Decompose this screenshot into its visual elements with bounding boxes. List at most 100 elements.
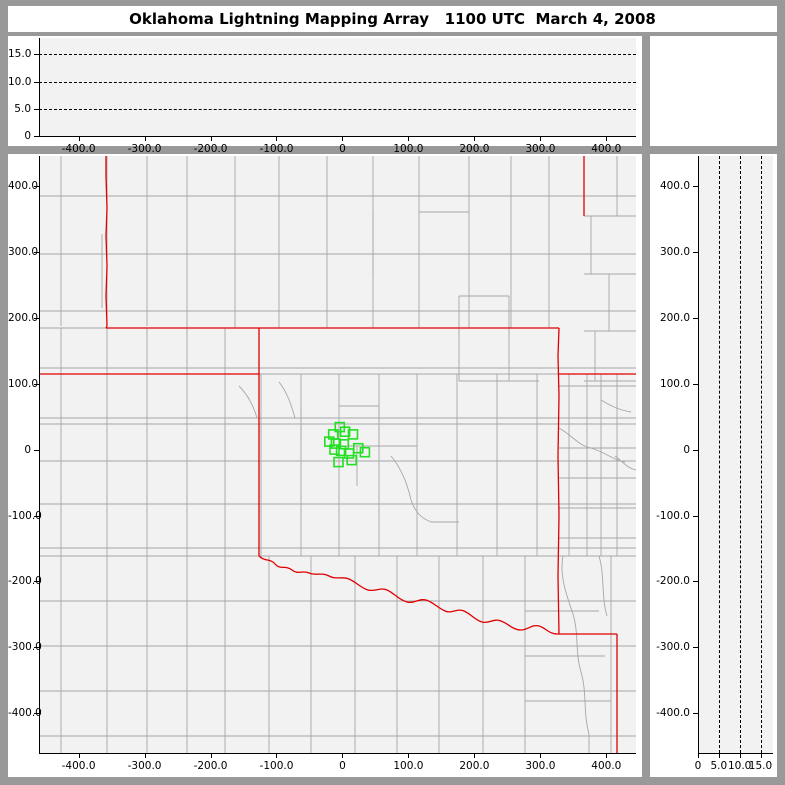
right-y-axis (698, 156, 699, 753)
top-ytick-label-2: 10.0 (8, 75, 32, 88)
top-plot-area[interactable] (39, 38, 636, 136)
right-ytick-label-8: 400.0 (659, 179, 690, 192)
top-right-plot-area[interactable] (654, 38, 773, 142)
right-ytick-label-2: -200.0 (656, 575, 690, 588)
map-y-axis (39, 156, 40, 753)
gridline-v-1 (739, 156, 741, 753)
right-ytick-1 (693, 647, 698, 649)
top-ytick-3 (34, 54, 39, 56)
map-xtick-3 (276, 753, 278, 758)
gridline-v-2 (760, 156, 762, 753)
map-xtick-8 (606, 753, 608, 758)
right-xtick-2 (739, 753, 741, 758)
top-ytick-2 (34, 81, 39, 83)
map-ytick-label-8: 400.0 (8, 179, 39, 192)
right-ytick-0 (693, 713, 698, 715)
top-xtick-label-0: -400.0 (61, 143, 96, 155)
map-xtick-label-1: -300.0 (127, 760, 162, 772)
map-xtick-6 (474, 753, 476, 758)
map-ytick-4 (34, 449, 39, 451)
gridline-h-0 (39, 108, 636, 110)
map-xtick-label-4: 0 (339, 760, 346, 772)
top-xtick-label-8: 400.0 (591, 143, 622, 155)
map-xtick-2 (210, 753, 212, 758)
county-boundaries (39, 156, 636, 753)
right-ytick-label-7: 300.0 (659, 245, 690, 258)
top-xtick-5 (408, 136, 410, 141)
panel-top-right-empty (650, 36, 777, 146)
lightning-source-marker (346, 454, 358, 466)
map-xtick-label-7: 300.0 (525, 760, 556, 772)
right-ytick-6 (693, 317, 698, 319)
right-ytick-label-6: 200.0 (659, 311, 690, 324)
title-bar: Oklahoma Lightning Mapping Array 1100 UT… (8, 6, 777, 32)
gridline-h-1 (39, 81, 636, 83)
top-xtick-3 (276, 136, 278, 141)
map-ytick-label-7: 300.0 (8, 245, 39, 258)
top-ytick-label-1: 5.0 (14, 102, 31, 115)
top-xtick-label-7: 300.0 (525, 143, 556, 155)
panel-altitude-vs-east: 0 5.0 10.0 15.0 -400.0 -300.0 -200.0 -100.0 0 10… (8, 36, 642, 155)
lightning-source-marker (339, 426, 351, 438)
map-ytick-8 (34, 185, 39, 187)
map-xtick-label-0: -400.0 (61, 760, 96, 772)
map-ytick-label-2: -200.0 (8, 575, 42, 588)
right-xtick-1 (718, 753, 720, 758)
map-ytick-2 (34, 581, 39, 583)
top-ytick-label-0: 0 (24, 130, 31, 142)
page-title: Oklahoma Lightning Mapping Array 1100 UT… (129, 10, 656, 28)
right-xtick-label-2: 10.0 (727, 760, 752, 772)
map-ytick-7 (34, 251, 39, 253)
map-xtick-label-2: -200.0 (193, 760, 228, 772)
top-xtick-label-5: 100.0 (393, 143, 424, 155)
map-ytick-label-4: 0 (24, 443, 31, 456)
map-plot-area[interactable] (39, 156, 636, 753)
top-ytick-label-3: 15.0 (8, 48, 32, 61)
lightning-source-marker (359, 446, 371, 458)
top-xtick-7 (540, 136, 542, 141)
right-x-axis (698, 753, 773, 754)
map-xtick-label-6: 200.0 (459, 760, 490, 772)
right-ytick-8 (693, 185, 698, 187)
right-ytick-7 (693, 251, 698, 253)
map-ytick-label-1: -300.0 (8, 641, 42, 654)
right-ytick-label-4: 0 (683, 443, 690, 456)
top-xtick-4 (342, 136, 344, 141)
right-ytick-label-3: -100.0 (656, 509, 690, 522)
right-xtick-label-3: 15.0 (748, 760, 773, 772)
state-boundaries (39, 156, 636, 753)
top-xtick-label-6: 200.0 (459, 143, 490, 155)
right-ytick-label-0: -400.0 (656, 707, 690, 720)
right-ytick-label-5: 100.0 (659, 377, 690, 390)
right-ytick-4 (693, 449, 698, 451)
map-xtick-1 (144, 753, 146, 758)
right-xtick-label-0: 0 (694, 760, 702, 772)
panel-north-vs-altitude: -400.0 -300.0 -200.0 -100.0 0 100.0 200.0 300.0… (650, 154, 777, 777)
map-geography (39, 156, 636, 753)
right-ytick-label-1: -300.0 (656, 641, 690, 654)
map-ytick-label-5: 100.0 (8, 377, 39, 390)
lightning-source-markers (323, 421, 371, 468)
lightning-source-marker (335, 445, 347, 457)
map-x-axis (39, 753, 636, 754)
top-x-axis (39, 136, 636, 137)
right-ytick-5 (693, 383, 698, 385)
map-xtick-5 (408, 753, 410, 758)
top-xtick-8 (606, 136, 608, 141)
right-ytick-2 (693, 581, 698, 583)
map-ytick-label-6: 200.0 (8, 311, 39, 324)
map-xtick-7 (540, 753, 542, 758)
top-xtick-6 (474, 136, 476, 141)
top-ytick-0 (34, 136, 39, 137)
top-xtick-2 (210, 136, 212, 141)
map-xtick-label-3: -100.0 (259, 760, 294, 772)
right-plot-area[interactable] (698, 156, 773, 753)
right-xtick-0 (698, 753, 699, 758)
right-ytick-3 (693, 515, 698, 517)
lightning-source-marker (343, 448, 355, 459)
map-ytick-5 (34, 383, 39, 385)
top-y-axis (39, 38, 40, 136)
lightning-source-marker (329, 444, 340, 455)
map-xtick-label-8: 400.0 (591, 760, 622, 772)
